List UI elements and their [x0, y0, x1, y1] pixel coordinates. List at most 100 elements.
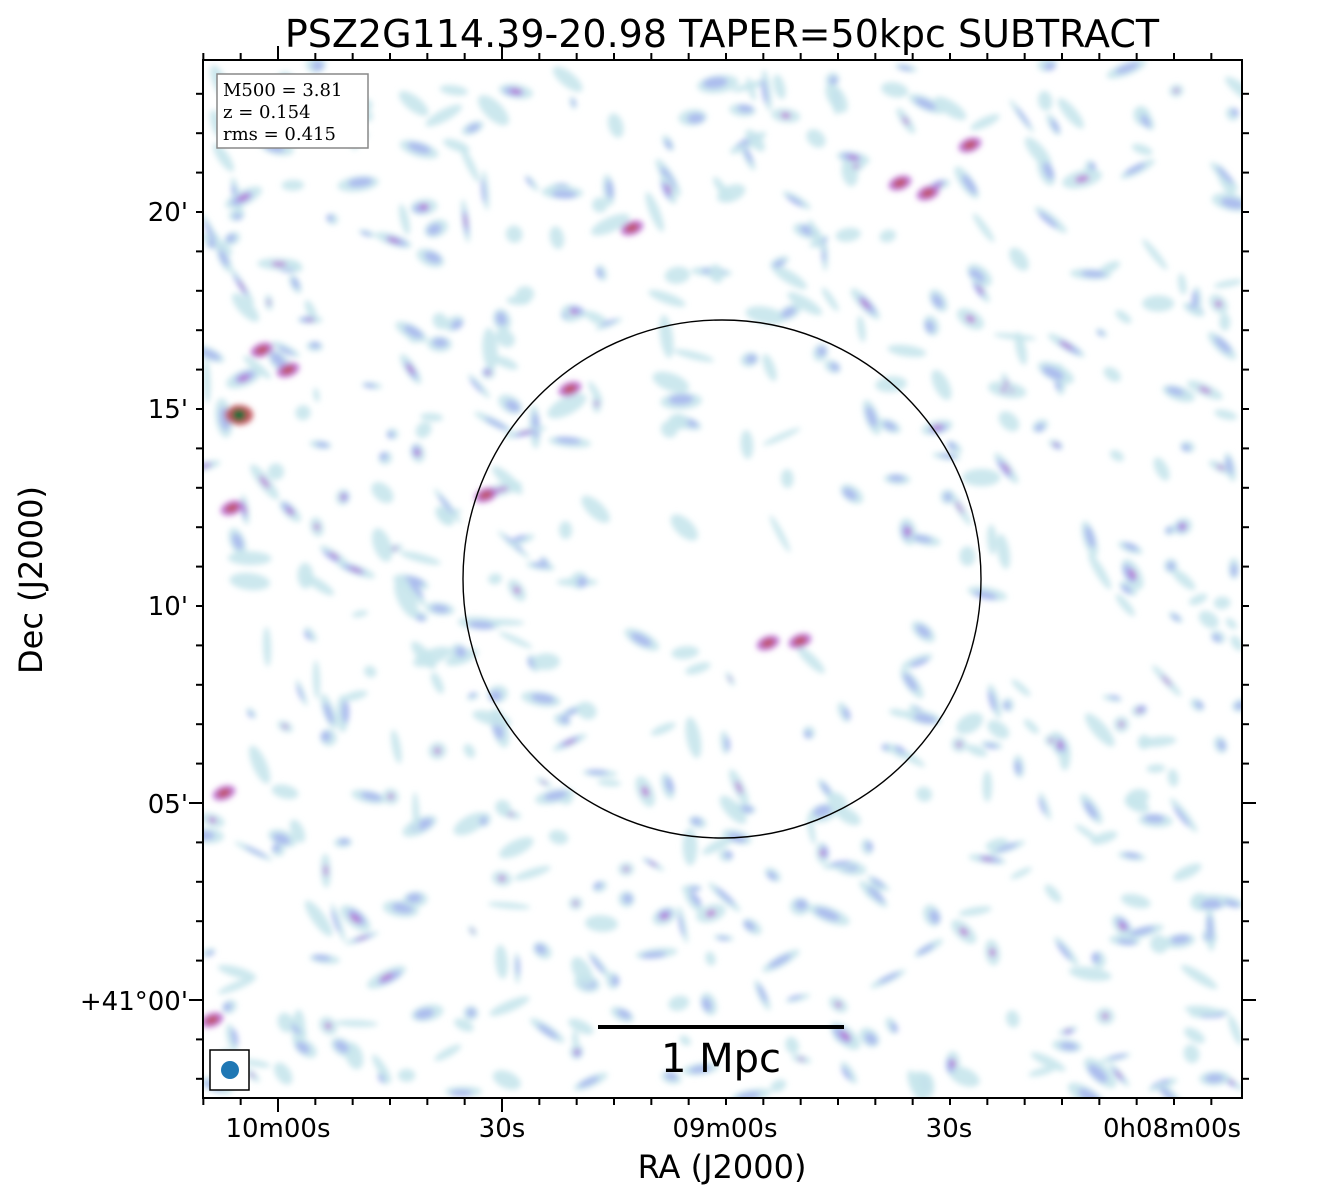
noise-blob-mid — [865, 406, 877, 428]
noise-blob-mid — [203, 220, 216, 243]
noise-blob — [1180, 964, 1218, 989]
noise-blob-high — [660, 912, 669, 920]
noise-blob — [1213, 279, 1242, 288]
x-tick-label: 30s — [479, 1114, 526, 1144]
noise-blob — [821, 287, 839, 312]
noise-blob — [371, 481, 394, 504]
noise-blob — [881, 81, 909, 98]
noise-blob-mid — [226, 234, 236, 243]
noise-blob-mid — [724, 851, 733, 859]
noise-blob — [607, 113, 624, 138]
noise-blob-mid — [1085, 526, 1096, 548]
noise-blob-mid — [830, 860, 852, 866]
noise-blob-mid — [871, 878, 885, 888]
noise-blob-high — [931, 424, 943, 431]
noise-blob — [394, 580, 419, 619]
noise-blob — [785, 1036, 799, 1054]
noise-blob-mid — [1038, 212, 1058, 229]
noise-blob-high — [797, 1057, 805, 1061]
noise-blob-high — [271, 261, 287, 267]
noise-blob — [956, 712, 984, 735]
noise-blob — [652, 371, 690, 393]
noise-blob — [505, 225, 523, 243]
noise-blob-mid — [1003, 701, 1011, 710]
noise-blob-high — [1075, 175, 1090, 183]
noise-blob-high — [314, 523, 320, 531]
noise-blob-mid — [972, 282, 984, 298]
noise-blob-high — [486, 370, 491, 376]
noise-blob — [592, 197, 608, 213]
noise-blob — [281, 179, 305, 191]
noise-blob-mid — [205, 950, 215, 957]
noise-blob — [650, 722, 676, 736]
noise-blob-mid — [929, 910, 940, 924]
noise-blob — [679, 1035, 691, 1046]
noise-blob — [668, 413, 689, 430]
noise-blob-mid — [1171, 614, 1181, 621]
noise-blob-high — [834, 1001, 842, 1008]
noise-blob — [585, 915, 618, 932]
noise-blob — [796, 646, 825, 674]
noise-blob-high — [1064, 1028, 1072, 1033]
noise-blob — [1146, 764, 1166, 773]
noise-blob — [1167, 768, 1179, 787]
noise-blob — [1171, 568, 1196, 591]
bright-core — [893, 178, 907, 188]
noise-blob — [671, 646, 700, 660]
noise-blob-mid — [424, 251, 441, 264]
noise-blob — [371, 528, 393, 562]
plot-frame — [202, 59, 1243, 1099]
noise-blob-mid — [1220, 197, 1242, 209]
noise-blob-high — [493, 486, 509, 493]
noise-blob-mid — [323, 702, 334, 724]
noise-blob-mid — [593, 882, 603, 890]
noise-blob-mid — [910, 658, 929, 668]
noise-blob-mid — [203, 830, 215, 840]
noise-blob — [412, 792, 420, 836]
noise-blob — [217, 964, 257, 980]
noise-blob-high — [904, 526, 912, 537]
noise-blob-mid — [559, 715, 570, 724]
noise-blob-mid — [606, 179, 614, 199]
noise-blob — [1150, 934, 1169, 954]
noise-blob-mid — [903, 673, 918, 692]
noise-blob-mid — [736, 1091, 761, 1098]
noise-blob — [482, 327, 498, 371]
r500-circle — [462, 319, 982, 839]
noise-blob-mid — [432, 337, 448, 348]
noise-blob-high — [959, 927, 969, 937]
noise-blob-mid — [505, 400, 520, 412]
noise-blob — [745, 306, 785, 325]
noise-blob-high — [569, 309, 579, 315]
noise-blob — [352, 610, 368, 618]
noise-blob-mid — [387, 431, 395, 439]
x-tick-labels: 10m00s 30s 09m00s 30s 0h08m00s — [225, 1114, 1241, 1144]
noise-blob — [581, 495, 610, 523]
noise-blob — [495, 799, 512, 816]
noise-blob-mid — [687, 113, 705, 124]
noise-blob — [648, 289, 686, 307]
noise-blob-high — [387, 237, 400, 244]
noise-blob-mid — [451, 319, 463, 330]
noise-blob-mid — [786, 195, 804, 207]
noise-blob-mid — [1081, 270, 1106, 278]
noise-blob — [1173, 863, 1202, 881]
noise-blob-mid — [270, 352, 286, 368]
noise-blob-mid — [898, 65, 912, 71]
noise-blob-mid — [665, 1071, 678, 1081]
noise-blob-mid — [231, 1028, 239, 1046]
noise-blob-mid — [1056, 942, 1072, 960]
noise-blob — [439, 84, 469, 96]
noise-blob-mid — [688, 886, 701, 892]
noise-blob-mid — [537, 1024, 559, 1039]
noise-blob — [399, 203, 410, 235]
noise-blob-high — [414, 449, 421, 457]
noise-blob-high — [955, 500, 964, 514]
noise-blob-mid — [1078, 1088, 1102, 1098]
noise-blob-high — [1004, 379, 1009, 388]
noise-blob-high — [1115, 1070, 1123, 1079]
noise-blob — [888, 744, 907, 759]
noise-blob-mid — [715, 887, 735, 905]
noise-blob — [1188, 593, 1208, 606]
noise-blob — [962, 468, 1001, 487]
